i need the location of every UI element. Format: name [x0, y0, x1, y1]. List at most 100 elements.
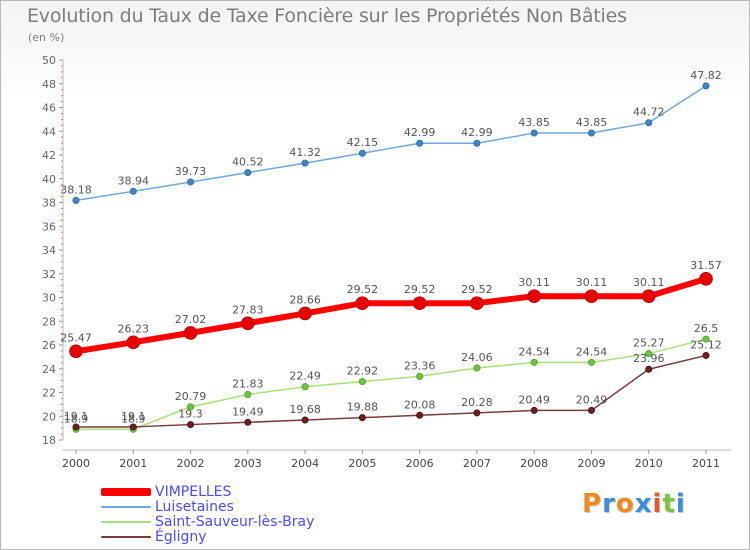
brand-letter: r	[602, 489, 616, 519]
y-tick-label: 36	[42, 220, 56, 233]
data-point	[587, 358, 595, 366]
data-label: 25.47	[60, 331, 92, 344]
data-point	[702, 335, 710, 343]
brand-letter: i	[675, 489, 686, 519]
data-point	[187, 178, 195, 186]
data-label: 41.32	[289, 146, 321, 159]
data-point	[527, 289, 541, 303]
y-tick-label: 34	[42, 244, 56, 257]
series-line-3	[75, 354, 707, 428]
y-tick-label: 26	[42, 339, 56, 352]
data-point	[126, 335, 141, 350]
data-point	[298, 306, 312, 321]
data-label: 29.52	[347, 283, 379, 296]
data-point	[641, 289, 656, 303]
data-point	[645, 350, 653, 358]
data-point	[473, 409, 481, 417]
data-label: 43.85	[518, 116, 550, 129]
legend-label: Luisetaines	[155, 499, 234, 515]
data-point	[129, 187, 137, 195]
axes: 18 20 22 24 26 28 30 32 34 36 38 40 42 44 46 48 50 2000 20…	[42, 54, 731, 470]
data-label: 24.54	[576, 345, 608, 358]
data-label: 23.36	[404, 359, 436, 372]
y-tick-label: 20	[42, 410, 56, 423]
data-label: 20.49	[576, 393, 608, 406]
data-point	[69, 344, 83, 359]
y-tick-label: 42	[42, 149, 56, 162]
data-point	[358, 414, 366, 422]
y-tick-label: 28	[42, 315, 56, 328]
data-point	[587, 406, 595, 414]
x-tick-label: 2005	[348, 457, 376, 470]
y-tick-label: 50	[42, 54, 56, 67]
data-point	[473, 364, 481, 372]
y-tick-label: 46	[42, 102, 56, 115]
data-label: 20.49	[518, 393, 550, 406]
data-point	[530, 129, 538, 137]
data-label: 47.82	[690, 69, 722, 82]
x-tick-label: 2006	[406, 457, 434, 470]
data-point	[416, 411, 424, 419]
data-label: 29.52	[461, 283, 493, 296]
y-tick-label: 44	[42, 125, 56, 138]
data-label: 42.99	[461, 126, 493, 139]
brand-letter: P	[582, 489, 603, 519]
data-point	[530, 406, 538, 414]
x-tick-label: 2007	[463, 457, 491, 470]
data-label: 19.3	[178, 408, 203, 421]
x-tick-label: 2009	[577, 457, 605, 470]
data-point	[183, 326, 198, 340]
data-point	[473, 139, 481, 147]
data-point	[244, 418, 252, 426]
legend-label: VIMPELLES	[155, 484, 232, 500]
data-point	[702, 82, 710, 90]
series-layer	[69, 82, 713, 433]
data-label: 25.27	[633, 337, 665, 350]
x-tick-label: 2010	[635, 457, 663, 470]
data-label: 20.08	[404, 398, 436, 411]
data-label: 23.96	[633, 352, 665, 365]
data-label: 24.06	[461, 351, 493, 364]
data-label: 26.5	[694, 322, 719, 335]
series-line-1	[75, 85, 707, 202]
data-label: 26.23	[118, 322, 150, 335]
proxiti-logo[interactable]: Proxiti	[582, 489, 686, 519]
data-label: 28.66	[289, 293, 321, 306]
y-tick-label: 38	[42, 197, 56, 210]
y-tick-label: 24	[42, 363, 56, 376]
data-point	[587, 129, 595, 137]
data-label: 40.52	[232, 156, 264, 169]
data-label: 27.02	[175, 313, 207, 326]
y-tick-label: 32	[42, 268, 56, 281]
data-point	[301, 383, 309, 391]
data-labels-layer: 18.9 18.9 20.79 21.83 22.49 22.92 23.36 24.06 24…	[60, 69, 722, 425]
data-point	[470, 296, 484, 311]
data-label: 19.68	[289, 403, 321, 416]
y-tick-label: 40	[42, 173, 56, 186]
data-label: 25.12	[690, 338, 722, 351]
brand-letter: i	[652, 489, 663, 519]
legend-swatch	[101, 536, 151, 538]
data-point	[301, 159, 309, 167]
brand-letter: x	[634, 489, 653, 519]
data-label: 24.54	[518, 345, 550, 358]
data-point	[416, 139, 424, 147]
data-point	[702, 351, 710, 359]
y-axis-unit: (en %)	[28, 31, 65, 44]
data-label: 19.1	[121, 410, 146, 423]
brand-letter: t	[662, 489, 676, 519]
data-point	[72, 423, 80, 431]
data-point	[241, 316, 255, 331]
data-label: 22.49	[289, 370, 321, 383]
data-label: 21.83	[232, 378, 264, 391]
legend-swatch	[101, 521, 151, 523]
x-tick-label: 2004	[291, 457, 319, 470]
data-label: 18.9	[64, 412, 89, 425]
data-label: 20.28	[461, 396, 493, 409]
data-label: 27.83	[232, 303, 264, 316]
series-line-2	[75, 338, 707, 431]
legend-swatch	[101, 506, 151, 508]
legend-swatch	[101, 488, 151, 496]
